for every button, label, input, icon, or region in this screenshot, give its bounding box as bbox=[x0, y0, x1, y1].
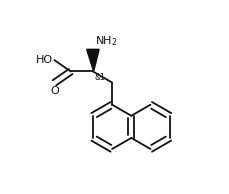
Polygon shape bbox=[86, 49, 99, 71]
Text: NH$_2$: NH$_2$ bbox=[95, 35, 117, 48]
Text: HO: HO bbox=[36, 55, 53, 65]
Text: &1: &1 bbox=[94, 73, 105, 82]
Text: O: O bbox=[50, 86, 59, 96]
